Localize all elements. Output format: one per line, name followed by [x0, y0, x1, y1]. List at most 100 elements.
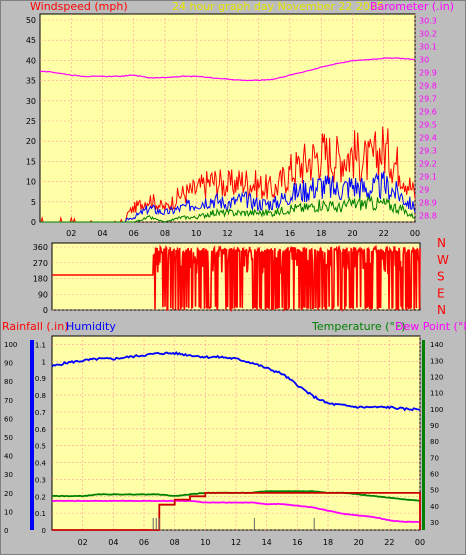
wind-series-lull	[40, 195, 416, 223]
wind-tick-label: 40	[26, 56, 36, 65]
rainfall-tick-label: 0.1	[35, 510, 46, 518]
climate-x-tick-label: 20	[354, 538, 364, 547]
temperature-tick-label: 70	[430, 454, 439, 462]
wind-tick-label: 10	[26, 178, 36, 187]
temperature-tick-label: 110	[430, 390, 443, 398]
climate-x-tick-label: 18	[323, 538, 333, 547]
rainfall-tick-label: 0.9	[35, 375, 46, 383]
humidity-tick-label: 40	[4, 453, 13, 461]
barometer-axis-label: Barometer (.in)	[370, 0, 454, 13]
rainfall-tick-label: 0	[42, 527, 46, 535]
wind-x-tick-label: 12	[222, 229, 232, 238]
rainfall-tick-label: 0.2	[35, 493, 46, 501]
humidity-tick-label: 70	[4, 397, 13, 405]
wind-x-tick-label: 08	[160, 229, 170, 238]
barometer-tick-label: 29.7	[419, 95, 437, 104]
wind-x-tick-label: 20	[347, 229, 357, 238]
compass-label: S	[437, 270, 445, 284]
rainfall-axis-label: Rainfall (.in)	[2, 320, 69, 333]
humidity-line	[51, 350, 421, 412]
temperature-tick-label: 60	[430, 470, 439, 478]
barometer-tick-label: 30.3	[419, 17, 437, 26]
compass-label: N	[437, 236, 446, 250]
climate-x-tick-label: 06	[139, 538, 149, 547]
barometer-tick-label: 29.1	[419, 173, 437, 182]
climate-x-tick-label: 00	[415, 538, 425, 547]
direction-tick-label: 90	[38, 290, 48, 299]
temperature-tick-label: 90	[430, 422, 439, 430]
rainfall-tick-label: 1.1	[35, 341, 46, 349]
humidity-tick-label: 90	[4, 360, 13, 368]
wind-tick-label: 35	[26, 77, 36, 86]
temperature-tick-label: 50	[430, 487, 439, 495]
barometer-tick-label: 29.4	[419, 134, 437, 143]
wind-tick-label: 50	[26, 16, 36, 25]
wind-x-tick-label: 16	[285, 229, 295, 238]
wind-x-tick-label: 04	[97, 229, 107, 238]
climate-x-tick-label: 14	[262, 538, 272, 547]
compass-label: W	[437, 253, 449, 267]
rainfall-line	[52, 491, 421, 531]
climate-x-tick-label: 16	[292, 538, 302, 547]
humidity-tick-label: 80	[4, 378, 13, 386]
chart-title: 24 hour graph day November 22 2025	[172, 0, 384, 13]
humidity-tick-label: 100	[4, 341, 17, 349]
barometer-tick-label: 29.5	[419, 121, 437, 130]
humidity-tick-label: 50	[4, 434, 13, 442]
temperature-tick-label: 40	[430, 503, 439, 511]
barometer-tick-label: 29.9	[419, 69, 437, 78]
wind-x-tick-label: 18	[316, 229, 326, 238]
humidity-tick-label: 0	[4, 527, 8, 535]
wind-x-tick-label: 22	[379, 229, 389, 238]
wind-x-tick-label: 10	[191, 229, 201, 238]
rainfall-tick-label: 0.3	[35, 476, 46, 484]
wind-tick-label: 25	[26, 117, 36, 126]
climate-x-tick-label: 22	[384, 538, 394, 547]
wind-tick-label: 5	[31, 198, 36, 207]
humidity-axis-label: Humidity	[66, 320, 116, 333]
wind-x-tick-label: 06	[129, 229, 139, 238]
temperature-axis-bar	[422, 340, 425, 530]
barometer-tick-label: 28.8	[419, 212, 437, 221]
wind-tick-label: 20	[26, 137, 36, 146]
rainfall-tick-label: 0.6	[35, 426, 47, 434]
wind-x-tick-label: 14	[254, 229, 264, 238]
rainfall-tick-label: 0.5	[35, 443, 46, 451]
climate-x-tick-label: 12	[231, 538, 241, 547]
wind-x-tick-label: 00	[410, 229, 420, 238]
rainfall-tick-label: 0.7	[35, 409, 46, 417]
dewpoint-line	[51, 499, 421, 524]
climate-x-tick-label: 08	[170, 538, 180, 547]
barometer-tick-label: 30.1	[419, 43, 437, 52]
temperature-tick-label: 80	[430, 438, 439, 446]
barometer-tick-label: 30	[419, 56, 429, 65]
temperature-tick-label: 100	[430, 406, 443, 414]
wind-tick-label: 15	[26, 157, 36, 166]
temperature-tick-label: 140	[430, 341, 443, 349]
direction-tick-label: 360	[33, 243, 48, 252]
barometer-tick-label: 29.8	[419, 82, 437, 91]
barometer-line	[39, 57, 416, 82]
humidity-tick-label: 30	[4, 471, 13, 479]
temperature-axis-label: Temperature (°F)	[311, 320, 406, 333]
wind-tick-label: 45	[26, 36, 36, 45]
wind-x-tick-label: 02	[66, 229, 76, 238]
rainfall-tick-label: 0.4	[35, 460, 47, 468]
wind-direction-trace	[52, 244, 421, 313]
compass-label: N	[437, 303, 446, 317]
temperature-tick-label: 120	[430, 373, 443, 381]
humidity-tick-label: 10	[4, 508, 13, 516]
humidity-tick-label: 20	[4, 490, 13, 498]
dewpoint-axis-label: Dew Point (°F)	[395, 320, 466, 333]
wind-axis-label: Windspeed (mph)	[30, 0, 128, 13]
barometer-tick-label: 29.6	[419, 108, 437, 117]
temperature-tick-label: 130	[430, 357, 443, 365]
compass-label: E	[437, 286, 445, 300]
barometer-tick-label: 29.2	[419, 160, 437, 169]
barometer-tick-label: 29	[419, 186, 429, 195]
climate-x-tick-label: 04	[108, 538, 118, 547]
wind-tick-label: 0	[31, 218, 36, 227]
climate-x-tick-label: 02	[78, 538, 88, 547]
rainfall-tick-label: 0.8	[35, 392, 46, 400]
